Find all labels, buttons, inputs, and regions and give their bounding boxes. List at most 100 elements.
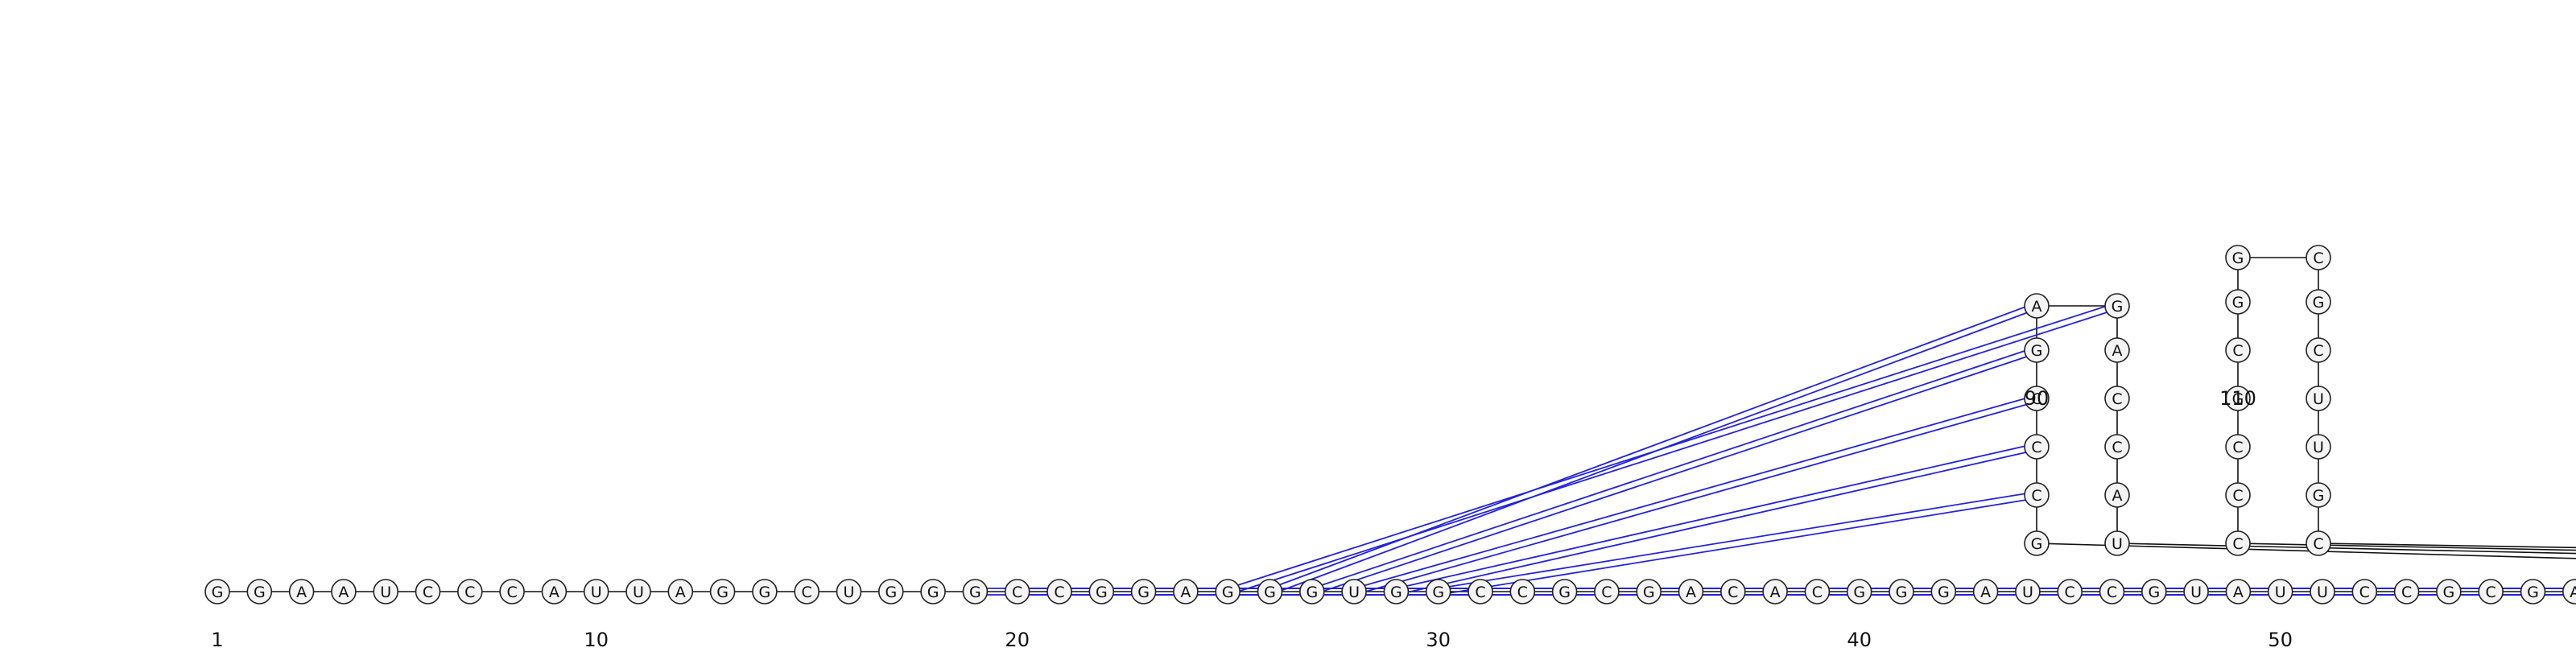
- nucleotide-letter: U: [2317, 584, 2328, 601]
- nucleotide: A: [1173, 579, 1199, 604]
- nucleotide-letter: G: [2527, 584, 2539, 601]
- canonical-pair: [1311, 353, 2037, 596]
- nucleotide: C: [1594, 579, 1620, 604]
- nucleotide-circle: [1720, 579, 1746, 604]
- nucleotide-circle: [1636, 579, 1662, 604]
- nucleotide: U: [836, 579, 862, 604]
- nucleotide-circle: [2024, 386, 2050, 411]
- position-label: 50: [2268, 629, 2293, 651]
- nucleotide-circle: [2225, 245, 2251, 270]
- nucleotide: G: [204, 579, 230, 604]
- nucleotide-circle: [1341, 579, 1367, 604]
- nucleotide: G: [2436, 579, 2462, 604]
- nucleotide: A: [2225, 579, 2252, 604]
- nucleotide-letter: A: [2112, 487, 2123, 505]
- nucleotide-circle: [2099, 579, 2125, 604]
- nucleotide: C: [2306, 530, 2331, 556]
- nucleotide-circle: [2104, 530, 2130, 556]
- nucleotide-letter: G: [716, 584, 729, 601]
- nucleotide: G: [1636, 579, 1662, 604]
- position-label: 10: [584, 629, 609, 651]
- nucleotide-circle: [1088, 579, 1115, 604]
- nucleotide-letter: U: [2313, 390, 2324, 408]
- nucleotide-letter: C: [2232, 535, 2243, 553]
- nucleotide-letter: G: [927, 584, 939, 601]
- nucleotide: C: [2225, 434, 2251, 460]
- nucleotide-letter: C: [2232, 439, 2243, 456]
- nucleotide-letter: C: [2112, 390, 2122, 408]
- canonical-pair: [1269, 308, 2037, 596]
- nucleotide: G: [2306, 289, 2331, 315]
- nucleotide-circle: [2057, 579, 2083, 604]
- nucleotide-circle: [1930, 579, 1957, 604]
- nucleotide-circle: [1889, 579, 1914, 604]
- nucleotide: G: [1383, 579, 1410, 604]
- nucleotide-circle: [2520, 579, 2546, 604]
- nucleotide: A: [331, 579, 357, 604]
- nucleotide-letter: C: [2313, 250, 2323, 267]
- nucleotide: G: [2225, 245, 2251, 270]
- nucleotide: U: [583, 579, 609, 604]
- nucleotide-letter: C: [2401, 584, 2412, 601]
- nucleotide: C: [2057, 579, 2083, 604]
- nucleotide-circle: [1468, 579, 1493, 604]
- nucleotide: C: [2225, 530, 2251, 556]
- nucleotide-letter: C: [2313, 535, 2323, 553]
- nucleotide-letter: C: [2232, 487, 2243, 505]
- nucleotide: U: [2310, 579, 2335, 604]
- nucleotide-circle: [1678, 579, 1704, 604]
- nucleotide-letter: G: [759, 584, 771, 601]
- nucleotide: G: [2104, 293, 2130, 319]
- nucleotide: A: [667, 579, 694, 604]
- nucleotide: U: [2306, 434, 2331, 460]
- nucleotide: G: [2141, 579, 2167, 604]
- nucleotide-circle: [2015, 579, 2041, 604]
- nucleotide: U: [1341, 579, 1367, 604]
- nucleotide: C: [1804, 579, 1831, 604]
- nucleotide-letter: G: [2112, 298, 2124, 316]
- nucleotide: C: [794, 579, 820, 604]
- nucleotide-letter: G: [1222, 584, 1234, 601]
- nucleotide-letter: C: [1601, 584, 1612, 601]
- nucleotide-letter: G: [969, 584, 981, 601]
- nucleotide-circle: [1130, 579, 1157, 604]
- nucleotide-circle: [204, 579, 230, 604]
- nucleotide-circle: [2024, 337, 2050, 363]
- nucleotide: C: [2024, 386, 2050, 411]
- nucleotide-circle: [246, 579, 273, 604]
- nucleotide-circle: [2393, 579, 2420, 604]
- nucleotide: C: [2306, 337, 2331, 363]
- nucleotide-circle: [2306, 482, 2331, 508]
- canonical-pair: [1353, 394, 2037, 589]
- nucleotide: C: [1468, 579, 1493, 604]
- nucleotide-letter: C: [1517, 584, 1528, 601]
- nucleotide-letter: C: [1812, 584, 1823, 601]
- position-label: 110: [2219, 387, 2256, 410]
- nucleotide: A: [2104, 337, 2130, 363]
- nucleotide-letter: U: [2190, 584, 2202, 601]
- nucleotide: A: [2104, 482, 2130, 508]
- nucleotide-letter: G: [1558, 584, 1571, 601]
- position-label: 1: [211, 629, 223, 651]
- nucleotide-letter: C: [2031, 390, 2041, 408]
- nucleotide: C: [2351, 579, 2378, 604]
- nucleotide: G: [2225, 289, 2251, 315]
- nucleotide-letter: G: [2443, 584, 2455, 601]
- nucleotide: C: [2104, 434, 2130, 460]
- nucleotide-letter: G: [2232, 250, 2244, 267]
- nucleotide-letter: U: [2022, 584, 2033, 601]
- nucleotide: U: [2015, 579, 2041, 604]
- nucleotide-letter: C: [1054, 584, 1064, 601]
- nucleotide-letter: A: [338, 584, 349, 601]
- nucleotide: G: [1215, 579, 1241, 604]
- nucleotide: G: [1299, 579, 1325, 604]
- nucleotide-letter: C: [2486, 584, 2496, 601]
- nucleotide-circle: [1299, 579, 1325, 604]
- nucleotide: G: [1889, 579, 1914, 604]
- nucleotide-letter: U: [633, 584, 644, 601]
- nucleotide-circle: [373, 579, 399, 604]
- nucleotide-circle: [499, 579, 525, 604]
- nucleotide-circle: [2478, 579, 2504, 604]
- nucleotide-circle: [2104, 386, 2130, 411]
